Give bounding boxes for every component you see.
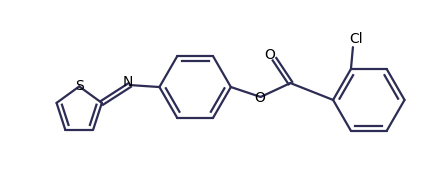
Text: Cl: Cl — [349, 32, 363, 46]
Text: O: O — [264, 48, 275, 62]
Text: N: N — [122, 75, 133, 89]
Text: O: O — [254, 91, 265, 105]
Text: S: S — [75, 80, 83, 93]
